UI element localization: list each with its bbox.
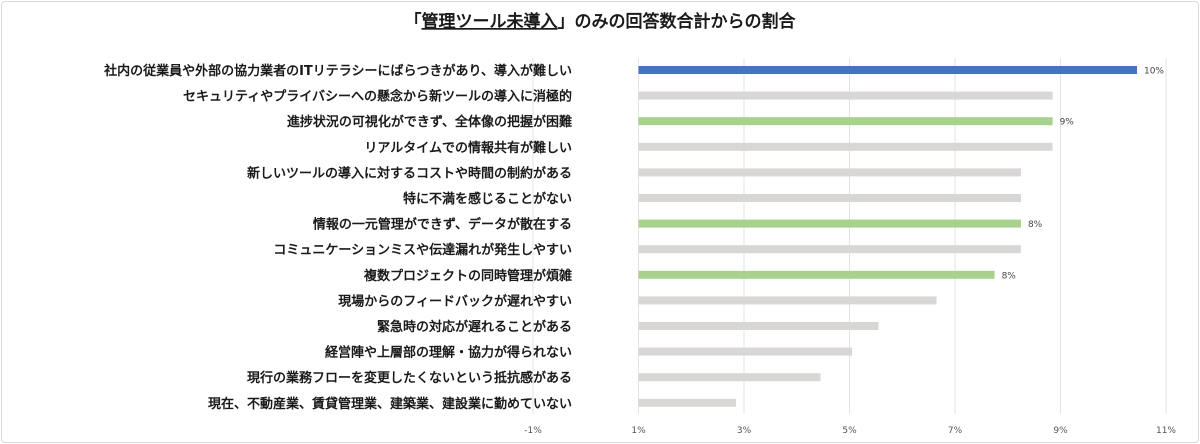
bar <box>638 373 821 382</box>
category-labels: 社内の従業員や外部の協力業者のITリテラシーにばらつきがあり、導入が難しいセキュ… <box>103 63 572 412</box>
bars <box>638 66 1137 407</box>
category-label: セキュリティやプライバシーへの懸念から新ツールの導入に消極的 <box>183 89 572 105</box>
data-label: 9% <box>1060 118 1075 128</box>
bar <box>638 194 1021 202</box>
data-labels: 10% 9% 8% 8% <box>1002 67 1165 282</box>
x-tick-label: 9% <box>1053 426 1068 436</box>
category-label: 現場からのフィードバックが遅れやすい <box>338 293 572 309</box>
category-label: 情報の一元管理ができず、データが散在する <box>313 217 572 233</box>
category-label: 現在、不動産業、賃貸管理業、建築業、建設業に勤めていない <box>208 396 572 412</box>
gridlines <box>532 58 1167 414</box>
category-label: 新しいツールの導入に対するコストや時間の制約がある <box>247 165 572 181</box>
data-label: 8% <box>1028 220 1043 230</box>
category-label: 社内の従業員や外部の協力業者のITリテラシーにばらつきがあり、導入が難しい <box>103 63 572 79</box>
title-rest: 」のみの回答数合計からの割合 <box>558 11 797 32</box>
category-label: 現行の業務フローを変更したくないという抵抗感がある <box>247 370 572 386</box>
title-emphasis: 管理ツール未導入 <box>422 11 558 32</box>
category-label: 進捗状況の可視化ができず、全体像の把握が困難 <box>287 114 572 130</box>
bar <box>638 168 1021 177</box>
chart-title: 「管理ツール未導入」のみの回答数合計からの割合 <box>405 11 797 32</box>
data-label: 10% <box>1144 67 1164 77</box>
bar <box>638 117 1053 126</box>
category-label: リアルタイムでの情報共有が難しい <box>364 140 572 156</box>
bar <box>638 296 937 305</box>
bar <box>638 219 1021 228</box>
x-tick-label: 1% <box>631 426 646 436</box>
bar <box>638 398 737 407</box>
category-label: コミュニケーションミスや伝達漏れが発生しやすい <box>273 242 572 258</box>
bar <box>638 245 1021 254</box>
data-label: 8% <box>1002 271 1017 281</box>
category-label: 特に不満を感じることがない <box>403 191 572 207</box>
category-label: 経営陣や上層部の理解・協力が得られない <box>325 345 572 361</box>
bar <box>638 322 879 330</box>
bar <box>638 91 1053 100</box>
bar <box>638 270 995 279</box>
title-bracket-open: 「 <box>405 11 422 32</box>
x-tick-label: 11% <box>1156 426 1176 436</box>
bar <box>638 66 1137 74</box>
category-label: 複数プロジェクトの同時管理が煩雑 <box>363 268 572 284</box>
category-label: 緊急時の対応が遅れることがある <box>377 319 572 335</box>
bar <box>638 142 1053 151</box>
x-tick-label: 3% <box>737 426 752 436</box>
x-tick-label: 7% <box>948 426 963 436</box>
x-tick-label: 5% <box>842 426 857 436</box>
x-tick-label: -1% <box>524 426 542 436</box>
x-axis-ticks: -1% 1% 3% 5% 7% 9% 11% <box>524 426 1176 436</box>
bar <box>638 347 853 356</box>
